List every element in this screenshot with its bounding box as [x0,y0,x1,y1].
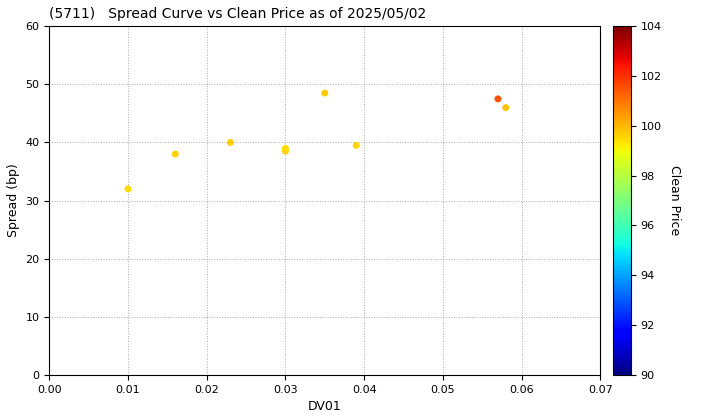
Point [500,104,511,111]
Point [492,95,504,102]
Y-axis label: Clean Price: Clean Price [668,165,681,236]
Point [279,145,291,152]
Point [351,142,362,149]
Point [225,139,236,146]
X-axis label: DV01: DV01 [308,400,342,413]
Point [169,151,181,158]
Point [279,148,291,155]
Y-axis label: Spread (bp): Spread (bp) [7,164,20,237]
Point [319,90,330,97]
Point [122,186,134,192]
Text: (5711)   Spread Curve vs Clean Price as of 2025/05/02: (5711) Spread Curve vs Clean Price as of… [50,7,426,21]
